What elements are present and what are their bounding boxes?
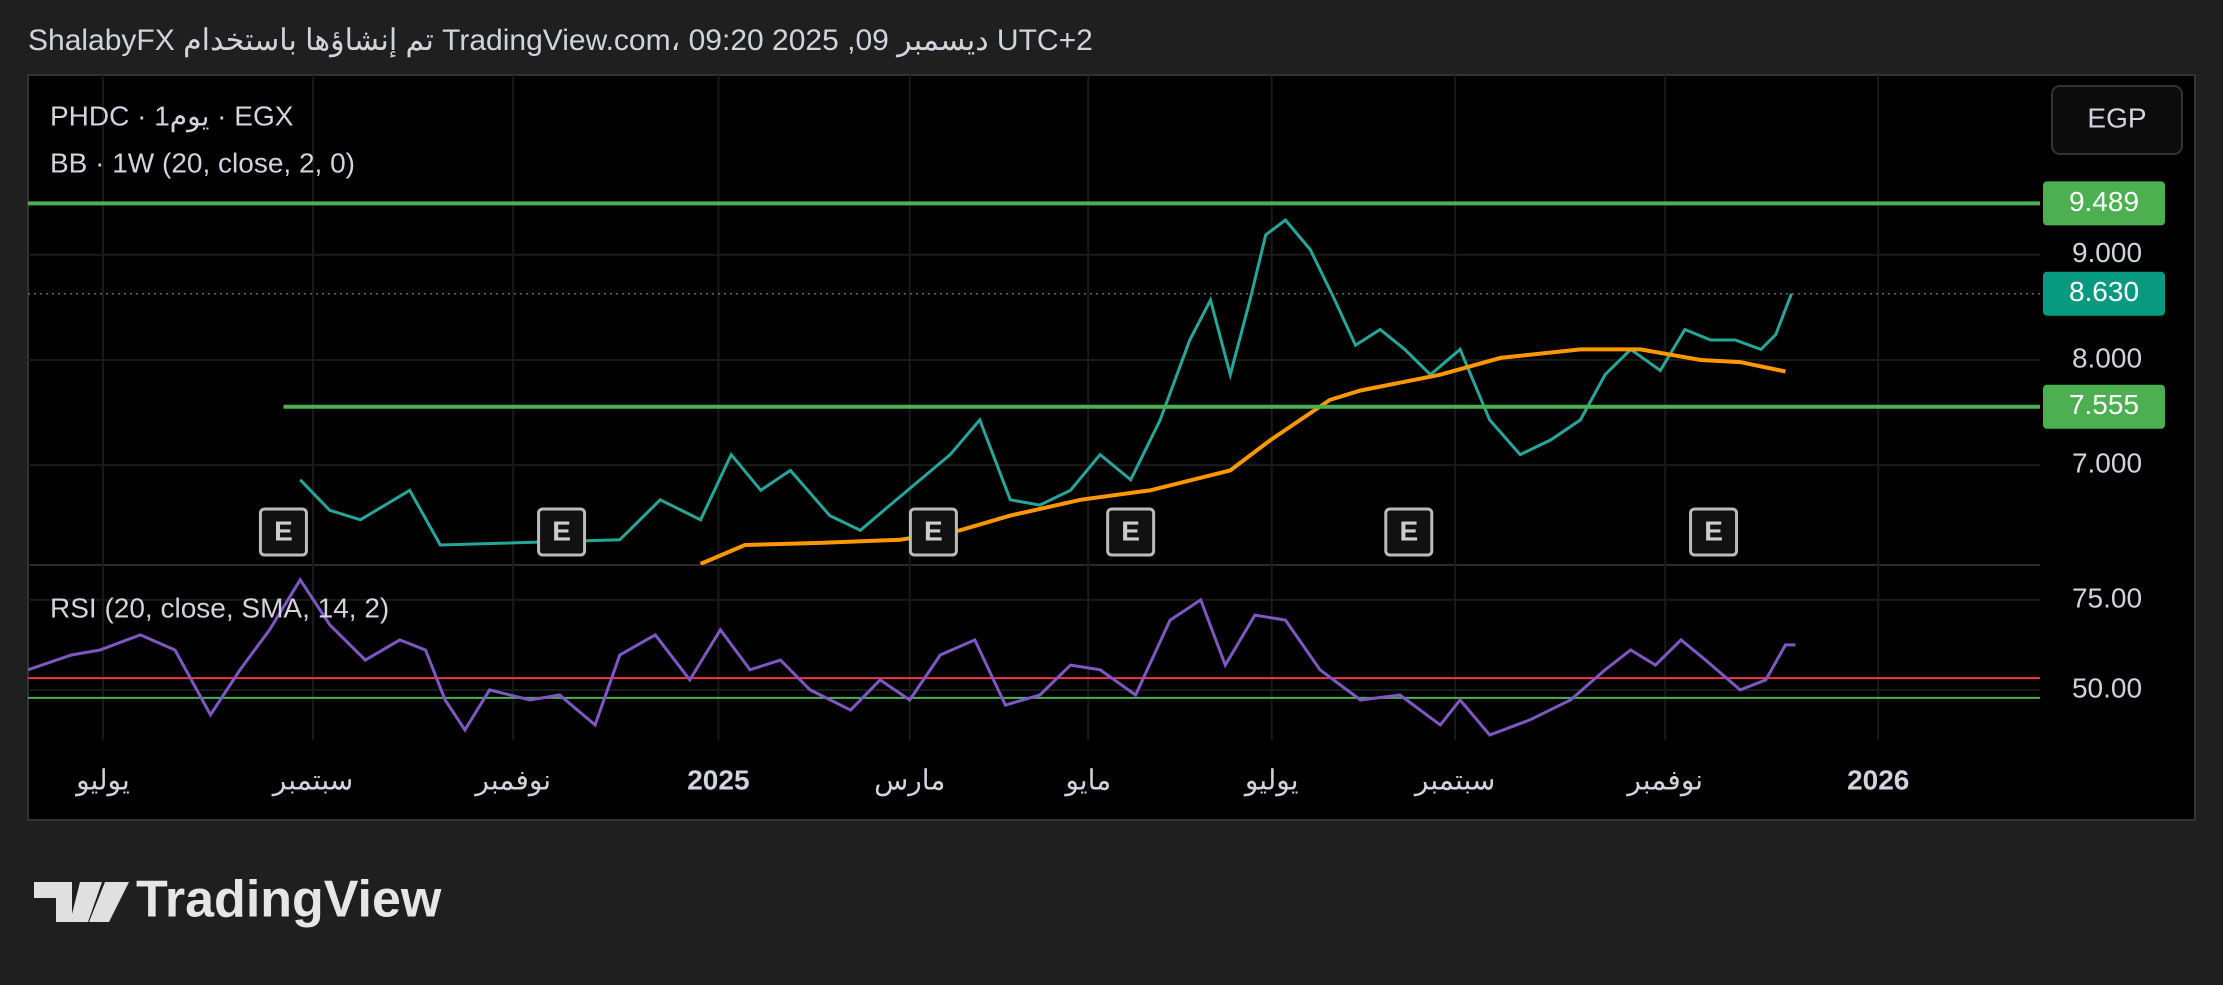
event-marker bbox=[1689, 507, 1739, 557]
legend-label: RSI (20, close, SMA, 14, 2) bbox=[50, 592, 389, 623]
price-label: 9.489 bbox=[2069, 186, 2139, 217]
x-tick-label: سبتمبر bbox=[271, 764, 353, 796]
x-tick-label: يوليو bbox=[1243, 764, 1299, 796]
series-line bbox=[299, 218, 1793, 547]
brand: TradingView bbox=[136, 871, 442, 929]
x-tick-label: مايو bbox=[1063, 764, 1111, 796]
event-marker bbox=[537, 507, 587, 557]
header: ShalabyFX تم إنشاؤها باستخدام TradingVie… bbox=[28, 24, 1093, 58]
x-tick-label: 2025 bbox=[687, 764, 749, 795]
x-tick-label: مارس bbox=[874, 764, 945, 796]
event-label: E bbox=[924, 515, 943, 546]
price-label: 8.630 bbox=[2069, 276, 2139, 307]
event-label: E bbox=[274, 515, 293, 546]
y-tick-label: 50.00 bbox=[2072, 672, 2142, 703]
series-line bbox=[28, 577, 1796, 737]
x-tick-label: سبتمبر bbox=[1413, 764, 1495, 796]
event-label: E bbox=[552, 515, 571, 546]
event-marker bbox=[1106, 507, 1156, 557]
y-tick-label: 8.000 bbox=[2072, 342, 2142, 373]
y-tick-label: 7.000 bbox=[2072, 447, 2142, 478]
currency-button[interactable] bbox=[2051, 85, 2183, 155]
price-label-box bbox=[2043, 384, 2165, 429]
legend-label: PHDC · 1يوم · EGX bbox=[50, 100, 294, 132]
event-marker bbox=[258, 507, 308, 557]
event-label: E bbox=[1704, 515, 1723, 546]
y-tick-label: 9.000 bbox=[2072, 237, 2142, 268]
x-tick-label: نوفمبر bbox=[1625, 764, 1703, 796]
y-tick-label: 75.00 bbox=[2072, 582, 2142, 613]
event-label: E bbox=[1121, 515, 1140, 546]
event-marker bbox=[908, 507, 958, 557]
x-tick-label: نوفمبر bbox=[473, 764, 551, 796]
x-tick-label: 2026 bbox=[1847, 764, 1909, 795]
price-label-box bbox=[2043, 181, 2165, 226]
x-tick-label: يوليو bbox=[74, 764, 130, 796]
logo: TradingView bbox=[34, 871, 442, 929]
event-marker bbox=[1384, 507, 1434, 557]
price-label: 7.555 bbox=[2069, 389, 2139, 420]
panel bbox=[27, 74, 2196, 821]
series-line bbox=[699, 347, 1786, 565]
currency[interactable]: EGP bbox=[2087, 102, 2146, 133]
event-label: E bbox=[1399, 515, 1418, 546]
price-label-box bbox=[2043, 271, 2165, 316]
legend-label: BB · 1W (20, close, 2, 0) bbox=[50, 147, 355, 178]
